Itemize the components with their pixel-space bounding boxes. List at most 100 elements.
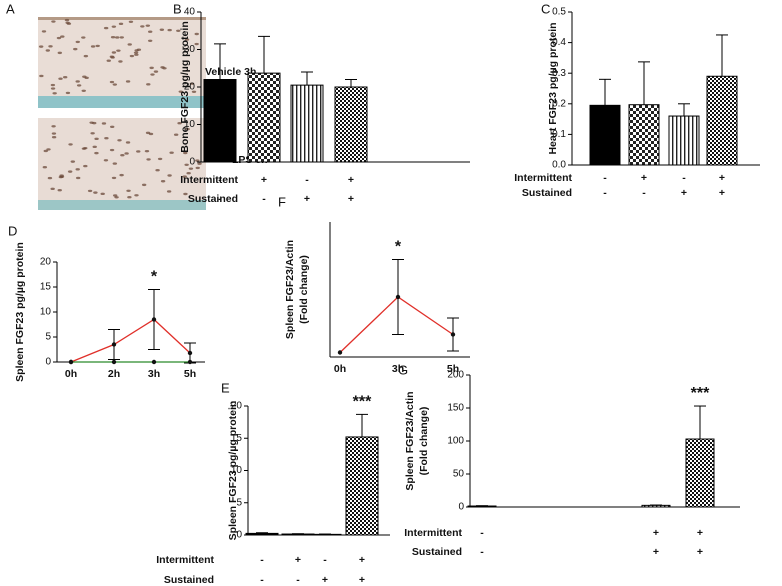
- y-tick-label: 150: [447, 403, 464, 414]
- cell: [149, 66, 154, 70]
- bar: [641, 504, 671, 508]
- cell: [185, 127, 190, 131]
- significance: *: [395, 239, 402, 256]
- y-tick-label: 5: [236, 497, 242, 508]
- row-label: Sustained: [164, 574, 214, 586]
- cell: [120, 153, 125, 157]
- cell: [81, 36, 86, 39]
- cell: [119, 173, 124, 177]
- cell: [46, 148, 51, 151]
- row-sign: +: [295, 554, 301, 566]
- cell: [83, 164, 88, 168]
- bar: [245, 532, 279, 536]
- panel-letter: G: [398, 362, 408, 377]
- cell: [90, 132, 95, 135]
- y-axis-label: (Fold change): [418, 407, 430, 476]
- row-sign: +: [359, 574, 365, 586]
- cell: [109, 80, 115, 84]
- row-label: Intermittent: [156, 554, 214, 566]
- cell: [140, 25, 145, 28]
- cell: [75, 168, 80, 171]
- panel-letter: D: [8, 223, 17, 238]
- row-label: Intermittent: [180, 174, 238, 186]
- y-tick-label: 0.1: [552, 129, 566, 140]
- micrograph-edge: [38, 96, 206, 108]
- y-tick-label: 10: [184, 119, 196, 130]
- point: [337, 350, 343, 355]
- cell: [70, 160, 76, 163]
- x-tick-label: 2h: [108, 368, 120, 380]
- y-tick-label: 40: [184, 7, 196, 18]
- cell: [112, 83, 118, 86]
- cell: [195, 159, 200, 162]
- cell: [197, 162, 202, 165]
- row-sign: +: [653, 527, 659, 539]
- cell: [68, 143, 73, 146]
- cell: [146, 83, 151, 86]
- cell: [106, 59, 111, 62]
- cell: [183, 192, 188, 196]
- cell: [109, 148, 115, 152]
- row-sign: -: [296, 574, 300, 586]
- cell: [111, 51, 117, 54]
- cell: [87, 189, 93, 193]
- cell: [112, 194, 118, 197]
- cell: [128, 20, 134, 23]
- cell: [65, 91, 71, 95]
- cell: [148, 132, 154, 136]
- cell: [109, 55, 115, 58]
- cells: [38, 18, 202, 199]
- row-sign: -: [262, 193, 266, 205]
- cell: [114, 196, 119, 199]
- cell: [65, 21, 70, 24]
- cell: [100, 192, 105, 196]
- row-sign: -: [260, 554, 264, 566]
- y-tick-label: 20: [40, 257, 52, 268]
- row-sign: +: [697, 527, 703, 539]
- cell: [43, 149, 48, 153]
- cell: [134, 194, 139, 197]
- row-sign: +: [719, 172, 725, 184]
- cell: [141, 183, 147, 187]
- series-line: [70, 318, 191, 363]
- cell: [118, 22, 124, 26]
- cell: [127, 43, 132, 46]
- row-sign: -: [642, 187, 646, 199]
- cell: [146, 158, 151, 161]
- cell: [93, 191, 98, 194]
- cell: [90, 45, 96, 48]
- cell: [150, 73, 155, 76]
- y-tick-label: 200: [447, 370, 464, 381]
- cell: [56, 36, 62, 40]
- x-tick-label: 0h: [65, 368, 77, 380]
- cell: [111, 176, 117, 180]
- cell: [39, 74, 44, 78]
- cell: [50, 87, 56, 90]
- point: [450, 332, 456, 337]
- y-tick-label: 0: [45, 357, 51, 368]
- row-label: Sustained: [412, 546, 462, 558]
- y-axis-label: (Fold change): [298, 255, 310, 324]
- cell: [103, 159, 109, 162]
- cell: [176, 29, 181, 32]
- cell: [75, 80, 80, 83]
- series-line: [339, 296, 454, 353]
- x-tick-label: 5h: [184, 368, 196, 380]
- cell: [110, 125, 115, 129]
- cell: [75, 40, 80, 44]
- cell: [41, 30, 47, 33]
- cell: [129, 54, 135, 58]
- cell: [38, 45, 44, 48]
- row-sign: -: [305, 174, 309, 186]
- cell: [125, 80, 131, 83]
- cell: [182, 175, 187, 178]
- panel-letter: F: [278, 194, 286, 209]
- y-tick-label: 10: [231, 465, 243, 476]
- row-sign: -: [603, 172, 607, 184]
- point: [187, 359, 193, 365]
- row-sign: +: [681, 187, 687, 199]
- cell: [51, 20, 56, 23]
- row-sign: -: [323, 554, 327, 566]
